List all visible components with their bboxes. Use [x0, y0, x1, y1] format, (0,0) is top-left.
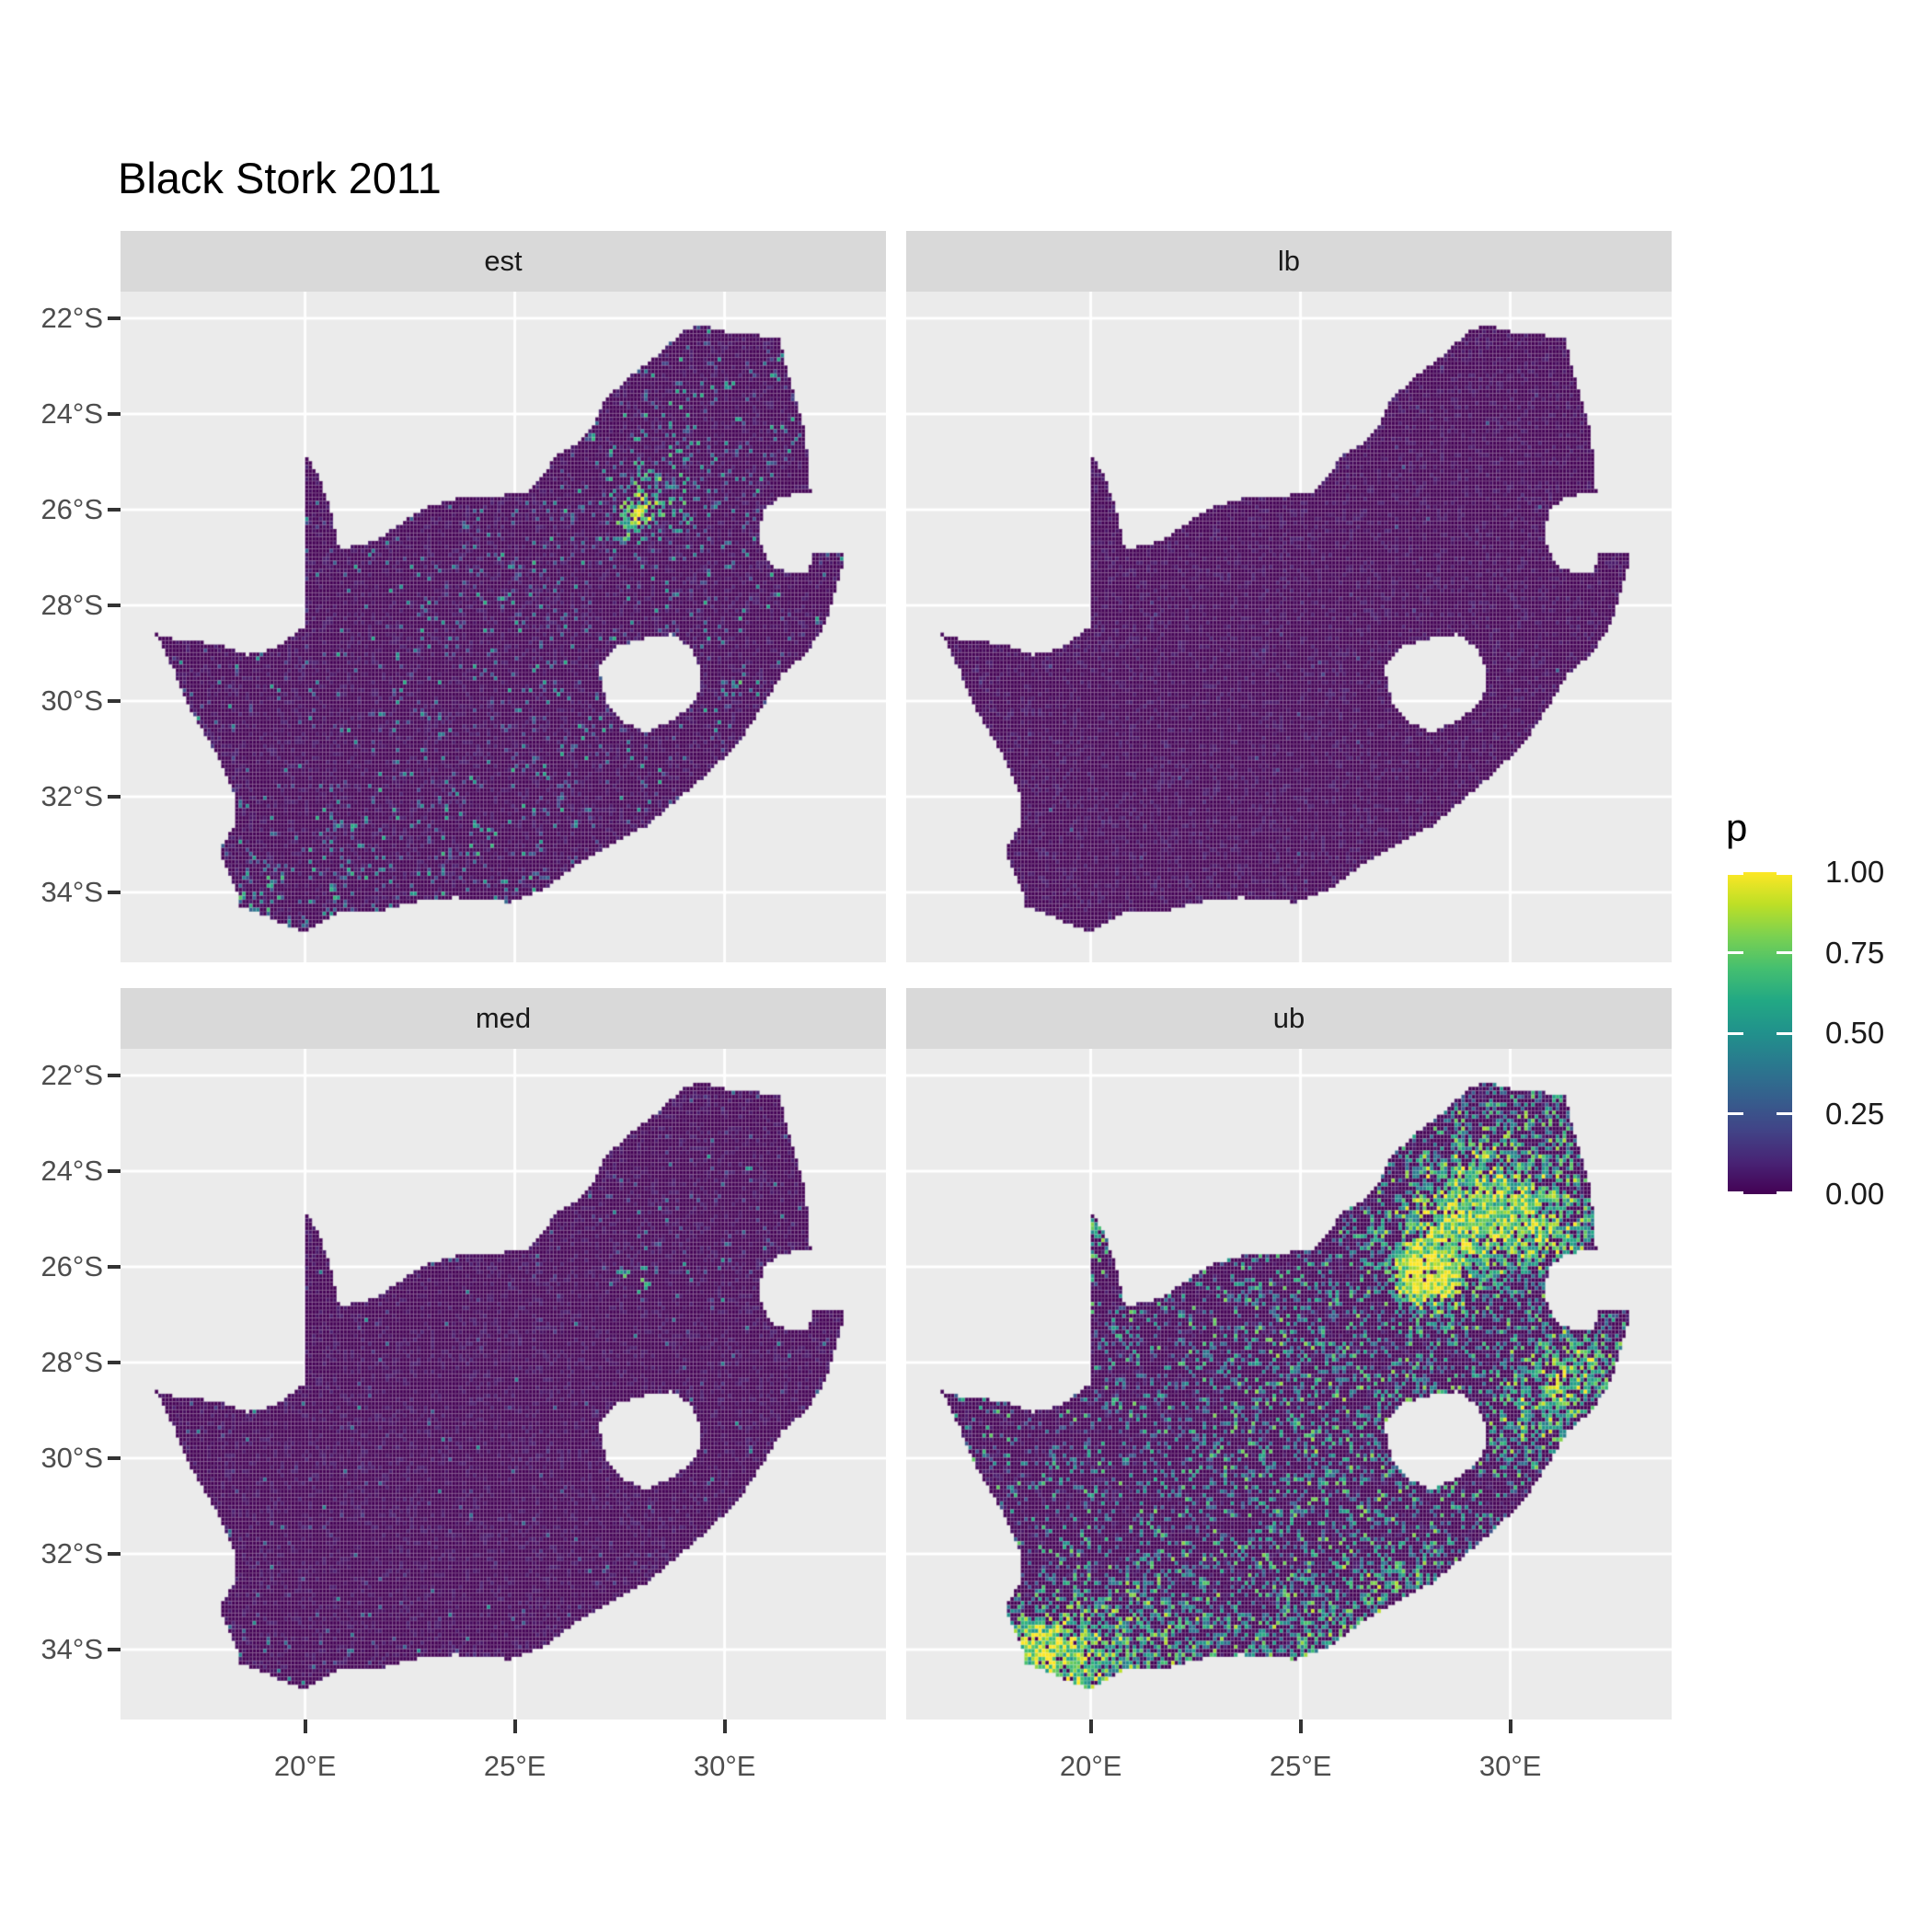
- facet-strip-lb: lb: [906, 231, 1672, 292]
- y-tick-mark: [108, 1552, 121, 1557]
- y-tick-mark: [108, 1074, 121, 1078]
- x-tick-label: 30°E: [693, 1750, 756, 1782]
- facet-ub-map: [906, 1049, 1672, 1719]
- y-tick-mark: [108, 316, 121, 321]
- x-tick-label: 25°E: [1269, 1750, 1332, 1782]
- y-tick-mark: [108, 508, 121, 512]
- y-tick-label: 28°S: [40, 589, 103, 622]
- legend-tick-label: 0.50: [1825, 1016, 1885, 1050]
- y-tick-label: 28°S: [40, 1346, 103, 1379]
- y-tick-label: 34°S: [40, 1633, 103, 1666]
- y-tick-mark: [108, 699, 121, 704]
- x-tick-mark: [512, 1719, 517, 1733]
- legend-tick-mark: [1728, 872, 1743, 875]
- facet-strip-ub-label: ub: [1272, 1002, 1305, 1034]
- y-tick-label: 26°S: [40, 1250, 103, 1283]
- legend-tick-mark: [1777, 1191, 1792, 1194]
- y-tick-label: 22°S: [40, 302, 103, 335]
- legend-title: p: [1726, 806, 1748, 849]
- y-tick-mark: [108, 1265, 121, 1270]
- y-tick-mark: [108, 412, 121, 417]
- y-tick-mark: [108, 1169, 121, 1174]
- facet-strip-med: med: [121, 988, 886, 1049]
- x-tick-label: 20°E: [273, 1750, 337, 1782]
- legend-tick-mark: [1728, 1031, 1743, 1035]
- legend-tick-mark: [1777, 1031, 1792, 1035]
- x-tick-mark: [1088, 1719, 1093, 1733]
- y-tick-label: 32°S: [40, 780, 103, 813]
- legend-tick-mark: [1777, 951, 1792, 954]
- y-tick-label: 32°S: [40, 1537, 103, 1570]
- y-tick-mark: [108, 1456, 121, 1461]
- legend-tick-label: 0.00: [1825, 1177, 1885, 1211]
- facet-strip-med-label: med: [475, 1002, 532, 1034]
- facet-strip-ub: ub: [906, 988, 1672, 1049]
- legend-tick-label: 0.25: [1825, 1096, 1885, 1131]
- y-tick-label: 24°S: [40, 397, 103, 431]
- legend-tick-mark: [1777, 872, 1792, 875]
- x-tick-label: 25°E: [483, 1750, 546, 1782]
- legend-tick-label: 0.75: [1825, 935, 1885, 970]
- y-tick-mark: [108, 1361, 121, 1365]
- facet-lb-map: [906, 292, 1672, 962]
- x-tick-label: 30°E: [1478, 1750, 1542, 1782]
- x-tick-mark: [303, 1719, 307, 1733]
- legend-tick-mark: [1777, 1112, 1792, 1115]
- y-tick-label: 26°S: [40, 493, 103, 526]
- facet-strip-lb-label: lb: [1277, 245, 1301, 277]
- y-tick-label: 24°S: [40, 1155, 103, 1188]
- x-tick-mark: [722, 1719, 727, 1733]
- facet-est-map: [121, 292, 886, 962]
- y-tick-mark: [108, 1648, 121, 1652]
- legend-tick-mark: [1728, 1112, 1743, 1115]
- y-tick-label: 30°S: [40, 684, 103, 718]
- plot-title: Black Stork 2011: [118, 154, 442, 202]
- legend-tick-label: 1.00: [1825, 855, 1885, 889]
- x-tick-mark: [1508, 1719, 1512, 1733]
- y-tick-mark: [108, 604, 121, 608]
- facet-strip-est-label: est: [484, 245, 523, 277]
- facet-med-map: [121, 1049, 886, 1719]
- facet-strip-est: est: [121, 231, 886, 292]
- legend-tick-mark: [1728, 951, 1743, 954]
- y-tick-label: 30°S: [40, 1442, 103, 1475]
- y-tick-mark: [108, 795, 121, 799]
- x-tick-mark: [1298, 1719, 1303, 1733]
- y-tick-label: 34°S: [40, 876, 103, 909]
- x-tick-label: 20°E: [1059, 1750, 1122, 1782]
- legend-tick-mark: [1728, 1191, 1743, 1194]
- y-tick-mark: [108, 891, 121, 895]
- y-tick-label: 22°S: [40, 1059, 103, 1092]
